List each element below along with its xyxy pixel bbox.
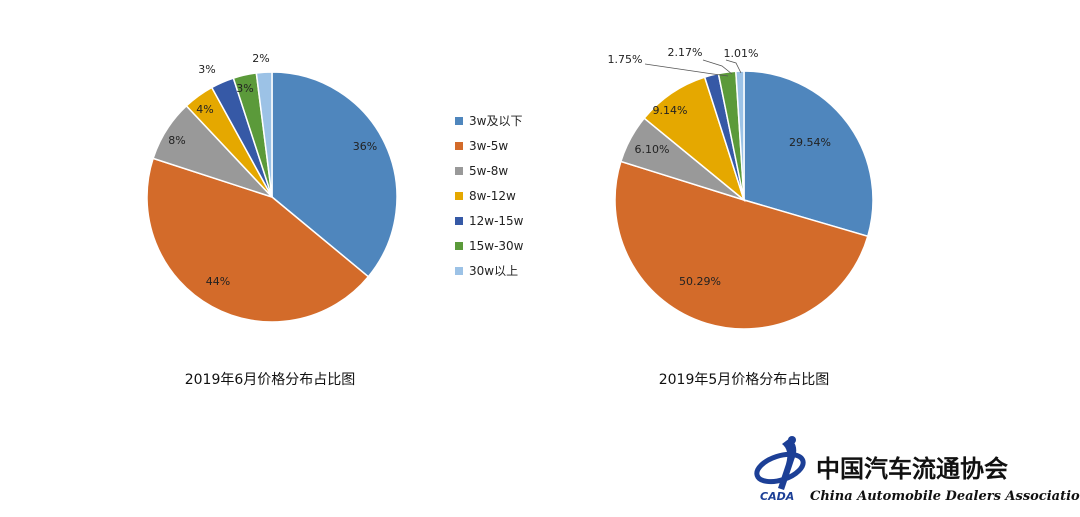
pie-slice (146, 157, 370, 323)
chart-title-may: 2019年5月价格分布占比图 (659, 372, 830, 388)
legend-swatch-1 (455, 142, 463, 150)
data-label: 3% (198, 63, 215, 76)
org-name-cn: 中国汽车流通协会 (816, 454, 1008, 483)
legend-label-4: 12w-15w (469, 214, 524, 228)
legend-swatch-2 (455, 167, 463, 175)
legend-label-2: 5w-8w (469, 164, 508, 178)
data-label: 44% (206, 275, 230, 288)
leader-line (725, 59, 742, 74)
legend-swatch-6 (455, 267, 463, 275)
data-label: 3% (236, 82, 253, 95)
data-label: 1.75% (608, 53, 643, 66)
pie-slice (271, 71, 398, 278)
leader-line (644, 63, 729, 77)
legend-swatch-4 (455, 217, 463, 225)
data-label: 36% (353, 140, 377, 153)
pie-slice (255, 71, 273, 198)
legend-label-1: 3w-5w (469, 139, 508, 153)
org-abbr: CADA (760, 490, 794, 503)
legend-label-3: 8w-12w (469, 189, 516, 203)
legend-label-5: 15w-30w (469, 239, 524, 253)
legend-swatch-3 (455, 192, 463, 200)
data-label: 6.10% (635, 143, 670, 156)
chart-title-june: 2019年6月价格分布占比图 (185, 372, 356, 388)
legend-swatch-5 (455, 242, 463, 250)
legend-swatch-0 (455, 117, 463, 125)
cada-emblem-icon (754, 436, 806, 490)
org-logo: CADA 中国汽车流通协会 China Automobile Dealers A… (754, 436, 1080, 504)
data-label: 29.54% (789, 136, 831, 149)
pie-chart-may: 29.54% 50.29% 6.10% 9.14% 1.75% 2.17% 1.01% (608, 46, 874, 330)
data-label: 9.14% (653, 104, 688, 117)
data-label: 4% (196, 103, 213, 116)
org-name-en: China Automobile Dealers Association (810, 489, 1080, 504)
pie-chart-june: 36% 44% 8% 4% 3% 3% 2% (146, 52, 398, 323)
legend-label-6: 30w以上 (469, 264, 518, 278)
data-label: 8% (168, 134, 185, 147)
legend-label-0: 3w及以下 (469, 114, 522, 128)
data-label: 50.29% (679, 275, 721, 288)
pie-slice (743, 70, 874, 238)
data-label: 2% (252, 52, 269, 65)
data-label: 2.17% (668, 46, 703, 59)
pie-slice (614, 160, 869, 330)
data-label: 1.01% (724, 47, 759, 60)
leader-line (702, 59, 733, 75)
legend: 3w及以下 3w-5w 5w-8w 8w-12w 12w-15w 15w-30w… (455, 114, 524, 278)
